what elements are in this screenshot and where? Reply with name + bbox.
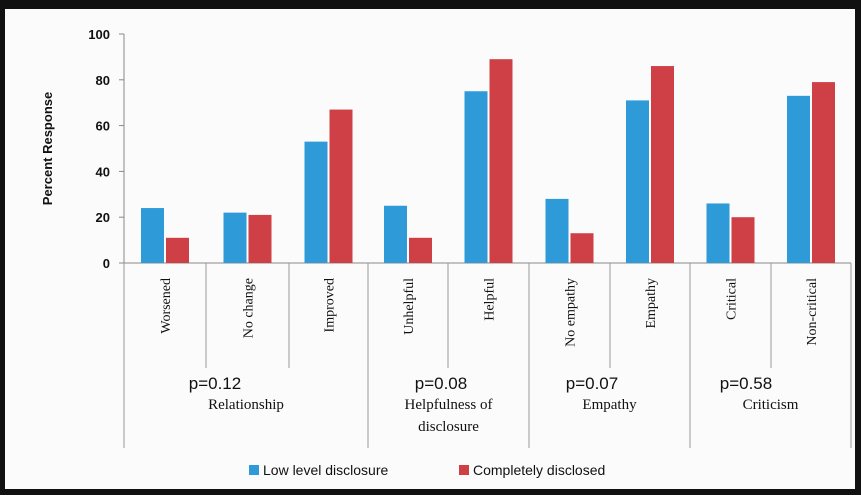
y-tick-label: 100 <box>88 27 110 42</box>
bar-completely-disclosed-3 <box>409 237 432 263</box>
bar-low-level-1 <box>223 212 247 263</box>
y-axis-title: Percent Response <box>40 92 55 205</box>
legend-label: Low level disclosure <box>263 462 388 478</box>
category-label: Non-critical <box>805 278 820 346</box>
bar-completely-disclosed-6 <box>651 66 674 263</box>
category-label: Worsened <box>159 278 174 334</box>
labels: Worsened No change Improved Unhelpful Helpfu… <box>159 278 820 435</box>
bars <box>141 59 835 263</box>
p-value-label: p=0.58 <box>720 374 772 393</box>
bar-completely-disclosed-0 <box>166 237 189 263</box>
y-tick-label: 80 <box>96 73 110 88</box>
group-label: Empathy <box>582 397 637 413</box>
bar-low-level-2 <box>304 141 328 263</box>
legend-swatch <box>249 465 259 475</box>
bar-low-level-6 <box>626 100 649 263</box>
bar-low-level-4 <box>464 91 488 263</box>
y-tick-label: 20 <box>96 210 110 225</box>
legend-label: Completely disclosed <box>473 462 605 478</box>
y-tick-label: 40 <box>96 164 110 179</box>
legend-swatch <box>459 465 469 475</box>
group-label: disclosure <box>418 419 479 435</box>
bar-completely-disclosed-4 <box>489 59 513 263</box>
category-label: Unhelpful <box>402 278 417 335</box>
legend: Low level disclosure Completely disclosed <box>249 462 605 478</box>
category-label: Improved <box>323 278 338 332</box>
group-label: Criticism <box>743 397 799 413</box>
bar-completely-disclosed-1 <box>248 214 272 263</box>
category-label: Critical <box>725 278 740 320</box>
bar-completely-disclosed-5 <box>570 233 594 263</box>
bar-completely-disclosed-8 <box>812 82 835 263</box>
group-label: Relationship <box>208 397 284 413</box>
bar-completely-disclosed-2 <box>329 109 353 263</box>
p-value-label: p=0.07 <box>566 374 618 393</box>
bar-low-level-8 <box>787 95 810 263</box>
bar-completely-disclosed-7 <box>731 217 755 263</box>
y-tick-label: 0 <box>103 256 110 271</box>
bar-low-level-3 <box>384 205 407 263</box>
bar-low-level-7 <box>706 203 730 263</box>
bar-low-level-0 <box>141 208 164 263</box>
p-value-label: p=0.08 <box>415 374 467 393</box>
group-label: Helpfulness of <box>405 397 493 413</box>
bar-low-level-5 <box>545 198 569 263</box>
category-label: No change <box>242 278 257 338</box>
y-tick-label: 60 <box>96 119 110 134</box>
category-label: Empathy <box>644 278 659 329</box>
category-label: No empathy <box>564 278 579 347</box>
category-label: Helpful <box>483 278 498 321</box>
p-value-label: p=0.12 <box>189 374 241 393</box>
